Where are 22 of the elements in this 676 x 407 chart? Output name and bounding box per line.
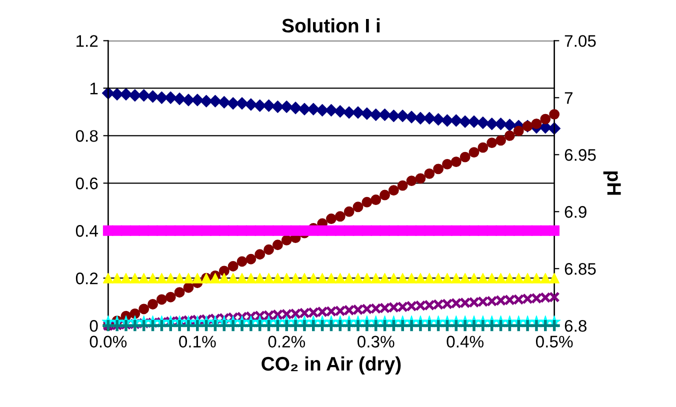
y2-tick-label: 7	[564, 92, 572, 104]
x-tick-label: 0.4%	[446, 336, 484, 348]
y-tick-label: 0.6	[76, 178, 98, 190]
y-tick-label: 0.8	[76, 130, 98, 142]
x-axis-title: CO₂ in Air (dry)	[262, 356, 401, 375]
y-tick-label: 1.2	[76, 35, 98, 47]
x-tick-label: 0.5%	[536, 336, 573, 348]
y2-tick-label: 7.05	[564, 35, 596, 47]
y2-tick-label: 6.8	[564, 320, 586, 332]
y-tick-label: 0	[90, 320, 98, 332]
y-tick-label: 1	[90, 82, 98, 94]
y-tick-label: 0.4	[76, 225, 98, 237]
y2-tick-label: 6.9	[564, 206, 586, 218]
x-tick-label: 0.0%	[90, 336, 127, 348]
y2-axis-title: pH	[603, 171, 621, 195]
y2-tick-label: 6.95	[564, 149, 596, 161]
y-tick-label: 0.2	[76, 272, 98, 284]
x-tick-label: 0.3%	[358, 336, 394, 348]
x-tick-label: 0.1%	[179, 336, 216, 348]
y2-tick-label: 6.85	[564, 263, 596, 275]
x-tick-label: 0.2%	[268, 336, 306, 348]
chart-title: Solution I i	[282, 18, 380, 33]
